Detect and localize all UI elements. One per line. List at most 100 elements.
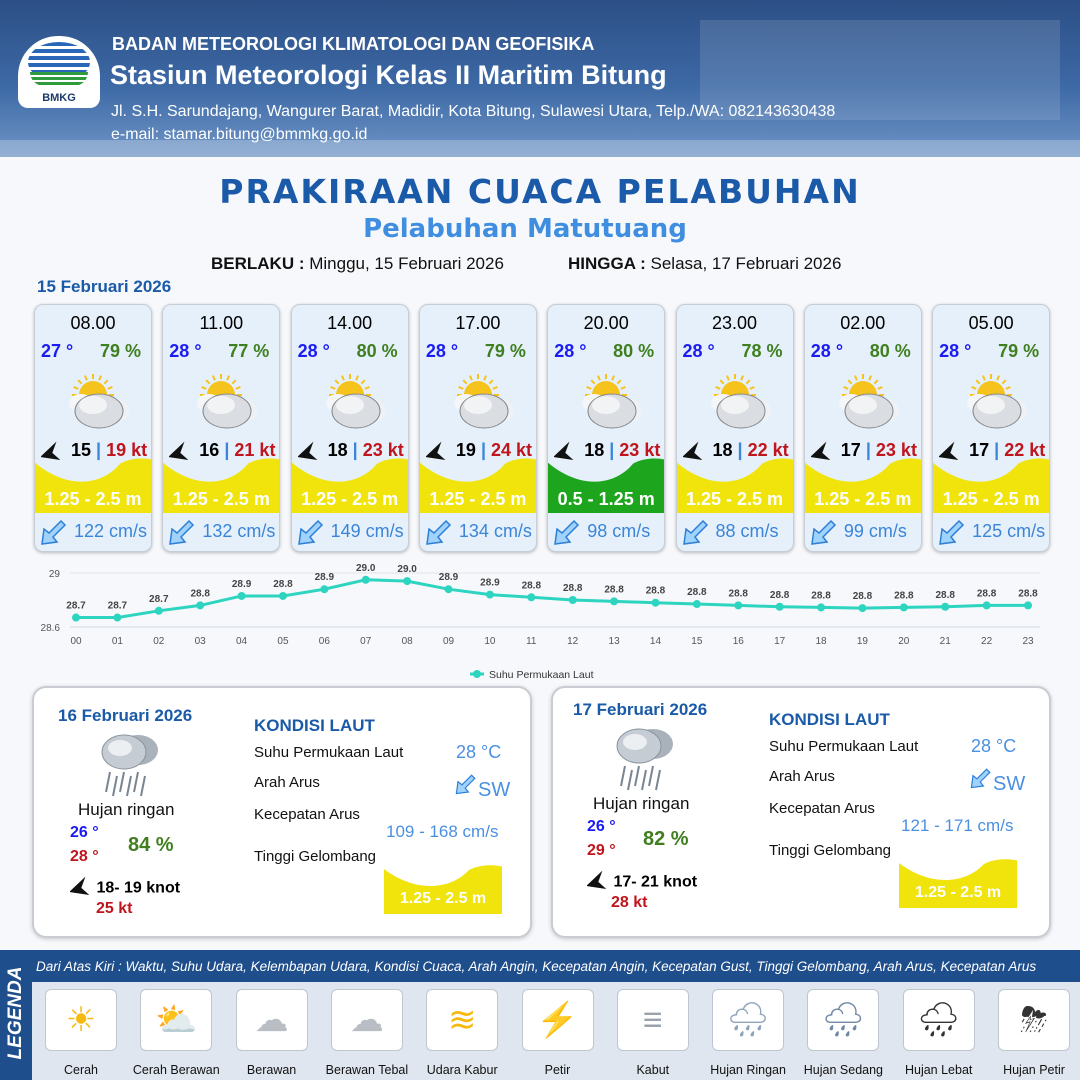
x-tick-label: 05	[277, 636, 289, 647]
data-point[interactable]	[610, 597, 619, 606]
legend-label: Cerah Berawan	[132, 1063, 220, 1077]
data-point[interactable]	[527, 593, 536, 602]
current-direction: SW	[969, 766, 1025, 796]
valid-from: BERLAKU : Minggu, 15 Februari 2026	[211, 254, 504, 273]
x-tick-label: 10	[484, 636, 496, 647]
wind-direction-icon	[681, 441, 702, 461]
wave-graphic	[804, 457, 921, 513]
current-info: 99 cm/s	[809, 517, 907, 547]
data-point[interactable]	[237, 591, 246, 600]
air-temperature: 28 °	[425, 341, 459, 361]
valid-to: HINGGA : Selasa, 17 Februari 2026	[568, 254, 842, 273]
light-rain-icon: 🌧	[726, 1001, 770, 1039]
gust-speed: 23 kt	[619, 439, 661, 460]
current-direction-icon	[682, 519, 708, 545]
wind-direction-icon	[168, 441, 189, 461]
data-point[interactable]	[72, 613, 80, 622]
current-direction-icon	[297, 519, 323, 545]
light-rain-icon	[94, 728, 164, 803]
data-point[interactable]	[403, 577, 412, 586]
forecast-time: 02.00	[840, 313, 886, 333]
current-info: 134 cm/s	[424, 517, 532, 547]
data-point[interactable]	[858, 604, 867, 613]
air-temperature: 28 °	[810, 341, 844, 361]
current-info: 149 cm/s	[296, 517, 404, 547]
data-point[interactable]	[320, 585, 329, 594]
gust-speed: 24 kt	[491, 439, 533, 460]
sun-cloud-icon	[63, 373, 133, 433]
data-point[interactable]	[361, 575, 370, 584]
data-point[interactable]	[1024, 601, 1032, 610]
current-info: 98 cm/s	[552, 517, 650, 547]
data-point[interactable]	[444, 585, 453, 594]
wind-speed: 15	[71, 439, 92, 460]
legend-item: ≡	[616, 989, 689, 1051]
x-tick-label: 13	[609, 636, 621, 647]
sun-cloud-icon	[576, 373, 646, 433]
data-label: 28.9	[480, 578, 500, 589]
data-label: 28.8	[977, 588, 997, 599]
current-speed-label: Kecepatan Arus	[254, 806, 360, 823]
data-point[interactable]	[651, 598, 660, 607]
daily-weather: Hujan ringan	[78, 800, 175, 819]
wave-height: 1.25 - 2.5 m	[301, 489, 399, 509]
legend-label[interactable]: Suhu Permukaan Laut	[489, 669, 594, 681]
legend-item: ☀	[45, 989, 117, 1051]
x-tick-label: 21	[940, 636, 952, 647]
sun-cloud-icon	[448, 373, 518, 433]
legend-description: Dari Atas Kiri : Waktu, Suhu Udara, Kele…	[32, 950, 1080, 982]
data-point[interactable]	[775, 602, 784, 611]
x-tick-label: 03	[195, 636, 207, 647]
data-point[interactable]	[734, 601, 743, 610]
x-tick-label: 14	[650, 636, 662, 647]
sun-cloud-icon	[961, 373, 1031, 433]
forecast-card: 02.00 28 ° 80 % 17 | 23 kt 1.25 - 2.5 m …	[803, 304, 922, 552]
legend-item: ⚡	[521, 989, 594, 1051]
wave-graphic	[933, 457, 1050, 513]
data-point[interactable]	[568, 596, 577, 604]
sea-condition-heading: KONDISI LAUT	[769, 710, 890, 729]
wind-direction-icon	[809, 441, 831, 461]
data-label: 28.9	[232, 579, 252, 590]
min-temperature: 26 °	[70, 824, 99, 841]
data-point[interactable]	[692, 600, 701, 609]
data-point[interactable]	[196, 601, 205, 610]
daily-humidity: 84 %	[128, 834, 174, 856]
wind-info: 18 | 23 kt	[553, 439, 664, 463]
x-tick-label: 11	[526, 636, 537, 647]
current-speed: 149 cm/s	[330, 520, 404, 541]
forecast-time: 14.00	[327, 313, 373, 333]
sun-cloud-icon	[705, 373, 775, 433]
data-point[interactable]	[899, 603, 908, 612]
x-tick-label: 04	[236, 636, 248, 647]
data-point[interactable]	[817, 603, 826, 612]
wind-speed: 16	[199, 439, 220, 460]
air-temperature: 28 °	[297, 341, 330, 361]
data-point[interactable]	[113, 613, 122, 622]
wave-height: 1.25 - 2.5 m	[429, 489, 527, 509]
data-point[interactable]	[982, 601, 991, 610]
wind-direction-icon	[296, 441, 317, 461]
sst-line	[76, 578, 1028, 620]
humidity: 79 %	[998, 341, 1040, 361]
x-tick-label: 00	[70, 636, 82, 647]
wave-graphic	[163, 457, 280, 513]
legend-marker	[473, 670, 481, 678]
wave-height: 0.5 - 1.25 m	[557, 489, 655, 509]
max-temperature: 28 °	[70, 848, 99, 865]
humidity: 80 %	[869, 341, 911, 361]
legend-title: LEGENDA	[0, 950, 32, 1080]
forecast-time: 05.00	[968, 313, 1014, 333]
data-point[interactable]	[941, 602, 950, 611]
light-rain-icon	[609, 722, 679, 797]
current-direction-icon	[939, 519, 965, 545]
current-speed-range: 121 - 171 cm/s	[901, 816, 1014, 835]
data-label: 28.7	[149, 594, 169, 605]
data-point[interactable]	[485, 590, 494, 599]
data-point[interactable]	[154, 606, 163, 615]
current-info: 88 cm/s	[681, 517, 779, 547]
wave-graphic	[899, 858, 1017, 908]
wind-direction-icon	[425, 441, 446, 461]
data-point[interactable]	[278, 591, 287, 600]
wind-direction-icon	[40, 441, 61, 461]
